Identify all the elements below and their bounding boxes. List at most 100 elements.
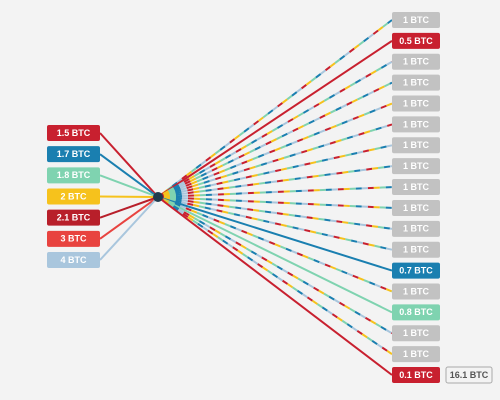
input-box — [47, 252, 100, 268]
output-box — [392, 325, 440, 342]
output-label: 1 BTC — [403, 119, 430, 129]
output-link — [157, 196, 393, 314]
output-box — [392, 304, 440, 321]
total-box — [445, 366, 493, 384]
output-link-segment — [157, 81, 393, 198]
mix-node — [153, 192, 163, 202]
output-box — [392, 283, 440, 300]
output-link-segment — [157, 102, 393, 198]
output-box — [392, 74, 440, 91]
input-box — [47, 146, 100, 163]
input-label: 1.7 BTC — [57, 149, 91, 159]
input-box — [47, 188, 100, 205]
output-link-segment — [157, 165, 393, 198]
output-label: 1 BTC — [403, 203, 430, 213]
output-link-segment — [157, 144, 393, 198]
input-box — [47, 167, 100, 184]
output-link-segment — [157, 196, 393, 230]
output-link-segment — [157, 102, 393, 198]
output-label: 1 BTC — [403, 245, 430, 255]
output-label: 1 BTC — [403, 98, 430, 108]
output-label: 1 BTC — [403, 182, 430, 192]
output-link-segment — [157, 19, 393, 198]
output-box — [392, 179, 440, 196]
output-box — [392, 262, 440, 279]
output-label: 1 BTC — [403, 15, 430, 25]
output-link-segment — [157, 196, 393, 251]
output-link — [157, 40, 393, 198]
input-link — [99, 195, 159, 198]
output-box — [392, 12, 440, 28]
output-link-segment — [157, 165, 393, 198]
output-link-segment — [157, 19, 393, 198]
output-link-segment — [157, 196, 393, 293]
output-label: 1 BTC — [403, 161, 430, 171]
output-box — [392, 53, 440, 70]
output-link-segment — [157, 123, 393, 198]
input-link — [99, 153, 159, 198]
input-link — [99, 132, 159, 198]
output-link-segment — [157, 186, 393, 198]
input-label: 3 BTC — [60, 234, 87, 244]
input-link — [99, 196, 159, 240]
input-box — [47, 125, 100, 141]
output-link-segment — [157, 196, 393, 251]
output-link-segment — [157, 102, 393, 198]
output-link-segment — [157, 165, 393, 198]
output-label: 1 BTC — [403, 349, 430, 359]
input-link — [99, 196, 159, 219]
output-link — [157, 196, 393, 272]
boxes: 1.5 BTC 1.7 BTC 1.8 BTC 2 BTC 2.1 BTC 3 BTC 4 … — [47, 12, 440, 383]
output-link-segment — [157, 196, 393, 209]
input-label: 4 BTC — [60, 255, 87, 265]
output-link-segment — [157, 19, 393, 198]
input-label: 1.5 BTC — [57, 128, 91, 138]
output-link-segment — [157, 123, 393, 198]
output-label: 0.5 BTC — [399, 36, 433, 46]
output-link-segment — [157, 60, 393, 198]
links — [99, 19, 393, 376]
input-label: 1.8 BTC — [57, 170, 91, 180]
output-link-segment — [157, 123, 393, 198]
output-box — [392, 95, 440, 112]
output-label: 0.8 BTC — [399, 307, 433, 317]
output-link-segment — [157, 196, 393, 355]
output-link-segment — [157, 196, 393, 209]
output-box — [392, 199, 440, 216]
output-label: 0.1 BTC — [399, 370, 433, 380]
output-link-segment — [157, 186, 393, 198]
output-link-segment — [157, 196, 393, 230]
output-link-segment — [157, 196, 393, 335]
output-link — [157, 196, 393, 376]
input-link — [99, 196, 159, 261]
output-label: 1 BTC — [403, 57, 430, 67]
output-link-segment — [157, 196, 393, 355]
output-box — [392, 346, 440, 363]
output-box — [392, 158, 440, 175]
output-label: 1 BTC — [403, 78, 430, 88]
output-link-segment — [157, 144, 393, 198]
output-link-segment — [157, 186, 393, 198]
output-link-segment — [157, 81, 393, 198]
output-link-segment — [157, 196, 393, 230]
output-label: 0.7 BTC — [399, 265, 433, 275]
output-box — [392, 116, 440, 133]
output-link-segment — [157, 196, 393, 293]
output-link-segment — [157, 144, 393, 198]
output-link-segment — [157, 196, 393, 355]
input-box — [47, 209, 100, 226]
output-box — [392, 32, 440, 49]
output-link-segment — [157, 196, 393, 293]
total-label: 16.1 BTC — [450, 370, 489, 380]
input-link — [99, 174, 159, 198]
output-link-segment — [157, 196, 393, 251]
input-label: 2.1 BTC — [57, 213, 91, 223]
output-label: 1 BTC — [403, 328, 430, 338]
output-box — [392, 220, 440, 237]
output-label: 1 BTC — [403, 140, 430, 150]
output-label: 1 BTC — [403, 224, 430, 234]
output-box — [392, 137, 440, 154]
output-box — [392, 241, 440, 258]
